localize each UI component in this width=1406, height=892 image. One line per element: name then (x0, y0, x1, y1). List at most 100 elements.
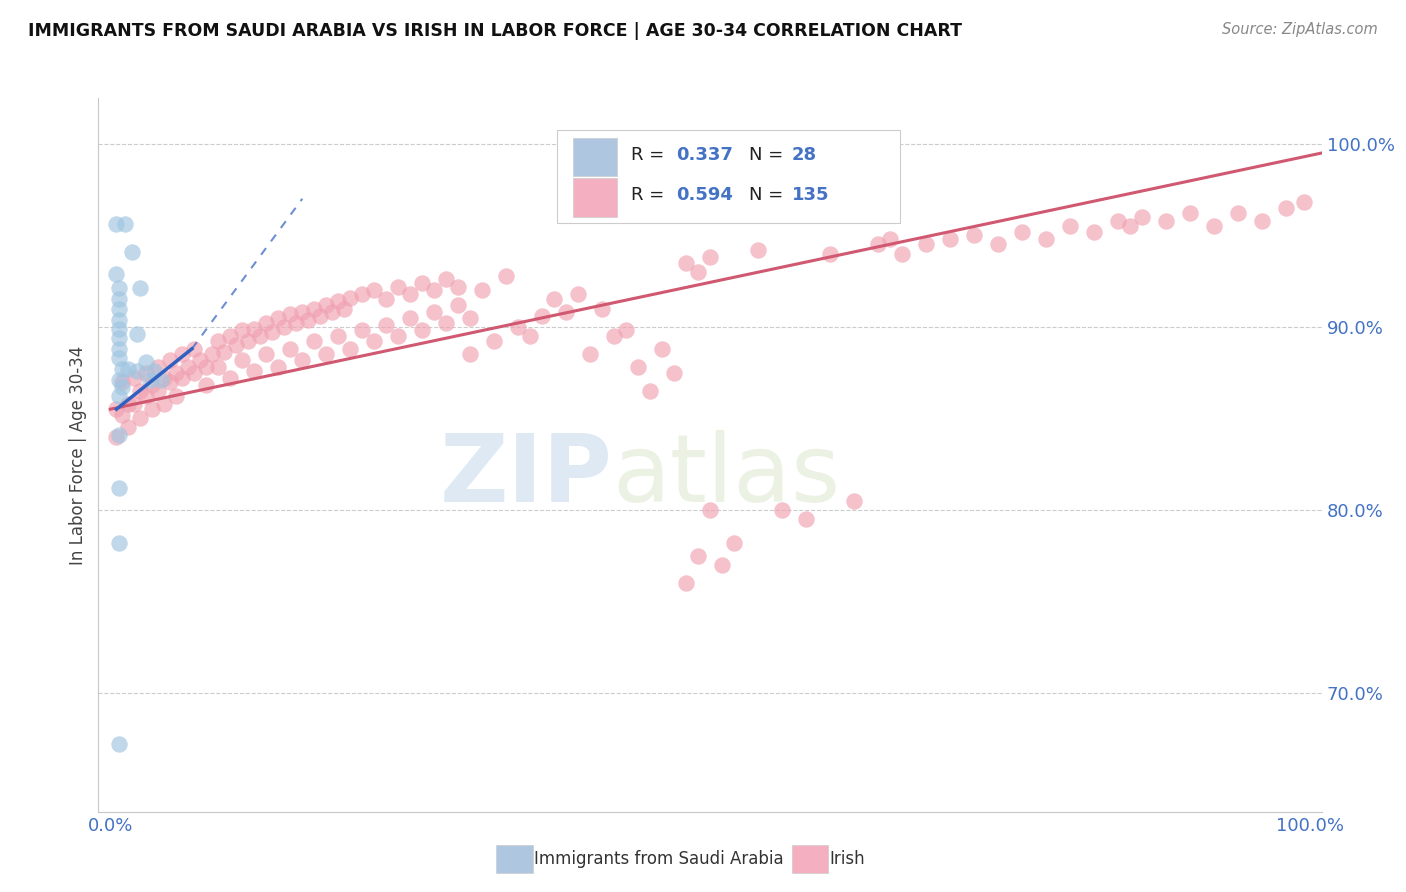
Point (1250, 213, 1272, 227)
Point (328, 294, 350, 309)
Point (183, 366, 205, 380)
Point (149, 373, 172, 387)
Point (458, 310, 481, 325)
Point (129, 384, 152, 398)
Point (141, 402, 163, 417)
Point (278, 307, 301, 321)
Point (267, 310, 290, 325)
Point (135, 366, 157, 380)
Point (543, 293, 565, 307)
Point (495, 268, 517, 283)
Point (555, 305, 578, 319)
Point (890, 246, 912, 260)
Point (117, 420, 139, 434)
Point (249, 329, 271, 343)
Point (111, 375, 134, 389)
Y-axis label: In Labor Force | Age 30-34: In Labor Force | Age 30-34 (69, 345, 87, 565)
Point (352, 286, 374, 301)
Point (108, 389, 129, 403)
Point (159, 352, 181, 367)
Point (447, 279, 470, 293)
Point (1292, 195, 1315, 210)
Point (108, 281, 129, 295)
Point (879, 232, 901, 246)
Point (105, 429, 128, 443)
Point (434, 316, 457, 330)
Point (591, 301, 613, 316)
Point (699, 503, 721, 517)
Point (1154, 213, 1177, 227)
Point (135, 354, 157, 368)
Text: Immigrants from Saudi Arabia: Immigrants from Saudi Arabia (534, 850, 785, 868)
Text: N =: N = (749, 146, 789, 164)
Point (207, 360, 229, 375)
Point (153, 397, 176, 411)
Point (434, 272, 457, 286)
Point (627, 360, 650, 375)
Point (254, 347, 277, 361)
Text: Irish: Irish (830, 850, 865, 868)
Point (482, 334, 505, 349)
Point (399, 286, 422, 301)
Point (328, 329, 350, 343)
Point (1130, 210, 1153, 224)
Point (1178, 206, 1201, 220)
Point (662, 366, 685, 380)
Point (117, 397, 139, 411)
Point (238, 334, 260, 349)
Point (291, 352, 314, 367)
Text: atlas: atlas (612, 430, 841, 523)
Point (125, 364, 148, 378)
Point (129, 411, 152, 425)
Point (363, 283, 385, 297)
Point (273, 319, 295, 334)
Point (117, 362, 139, 376)
Point (723, 535, 745, 549)
Point (267, 360, 290, 375)
Text: 0.337: 0.337 (676, 146, 733, 164)
Point (108, 342, 129, 356)
Point (231, 324, 253, 338)
FancyBboxPatch shape (574, 137, 617, 177)
Point (125, 327, 148, 342)
Point (219, 371, 242, 385)
Point (567, 286, 589, 301)
Point (243, 321, 266, 335)
Point (387, 329, 409, 343)
Point (165, 366, 187, 380)
Point (686, 265, 709, 279)
Point (219, 329, 242, 343)
Point (159, 375, 181, 389)
Point (987, 237, 1010, 252)
Point (304, 334, 326, 349)
Text: R =: R = (630, 146, 669, 164)
Point (686, 549, 709, 563)
Point (111, 362, 134, 376)
Point (375, 318, 398, 332)
Text: N =: N = (749, 186, 789, 204)
Point (214, 345, 236, 359)
Point (519, 329, 541, 343)
Point (297, 312, 319, 326)
Point (108, 351, 129, 365)
Point (309, 309, 332, 323)
Text: 28: 28 (792, 146, 817, 164)
Point (1226, 206, 1249, 220)
Point (188, 352, 211, 367)
Point (148, 360, 170, 375)
Point (675, 256, 697, 270)
Point (1119, 219, 1142, 234)
Point (423, 283, 446, 297)
Point (121, 244, 143, 259)
Point (423, 305, 446, 319)
Point (638, 384, 661, 398)
Point (352, 324, 374, 338)
Text: ZIP: ZIP (439, 430, 612, 523)
Point (794, 512, 817, 526)
Point (172, 347, 194, 361)
Point (114, 218, 136, 232)
Point (699, 250, 721, 264)
Point (195, 360, 218, 375)
Text: IMMIGRANTS FROM SAUDI ARABIA VS IRISH IN LABOR FORCE | AGE 30-34 CORRELATION CHA: IMMIGRANTS FROM SAUDI ARABIA VS IRISH IN… (28, 22, 962, 40)
Point (399, 310, 422, 325)
